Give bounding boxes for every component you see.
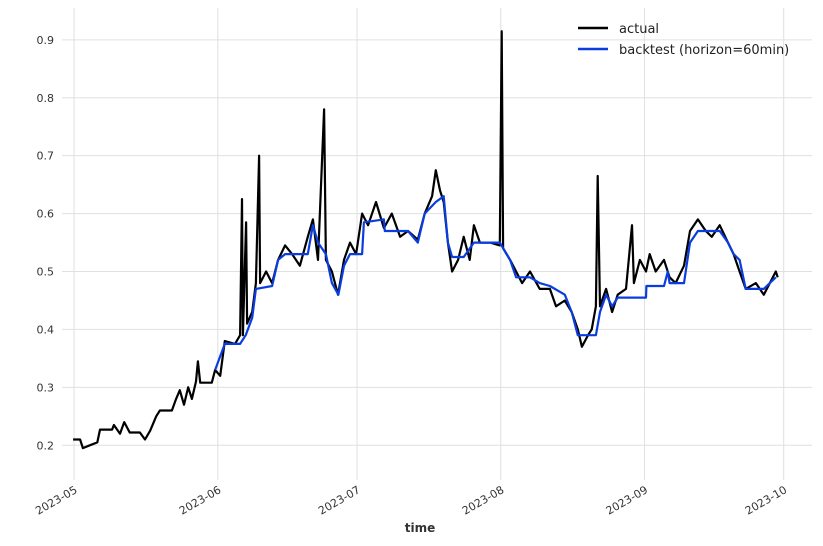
y-tick-label: 0.4: [37, 323, 55, 336]
y-tick-label: 0.5: [37, 266, 55, 279]
x-axis-label: time: [405, 521, 436, 535]
x-tick-label: 2023-09: [604, 483, 650, 517]
x-tick-label: 2023-10: [743, 483, 789, 517]
y-tick-label: 0.6: [37, 208, 55, 221]
line-series: [73, 30, 779, 450]
y-tick-label: 0.2: [37, 439, 55, 452]
legend-label: backtest (horizon=60min): [619, 43, 789, 58]
y-tick-label: 0.8: [37, 92, 55, 105]
x-tick-label: 2023-08: [460, 483, 506, 517]
x-tick-label: 2023-06: [177, 483, 223, 517]
y-tick-label: 0.9: [37, 34, 55, 47]
legend-label: actual: [619, 22, 659, 37]
y-tick-label: 0.7: [37, 150, 55, 163]
y-tick-label: 0.3: [37, 381, 55, 394]
x-tick-label: 2023-05: [33, 483, 79, 517]
line-series: [214, 195, 777, 371]
x-tick-label: 2023-07: [316, 483, 362, 517]
